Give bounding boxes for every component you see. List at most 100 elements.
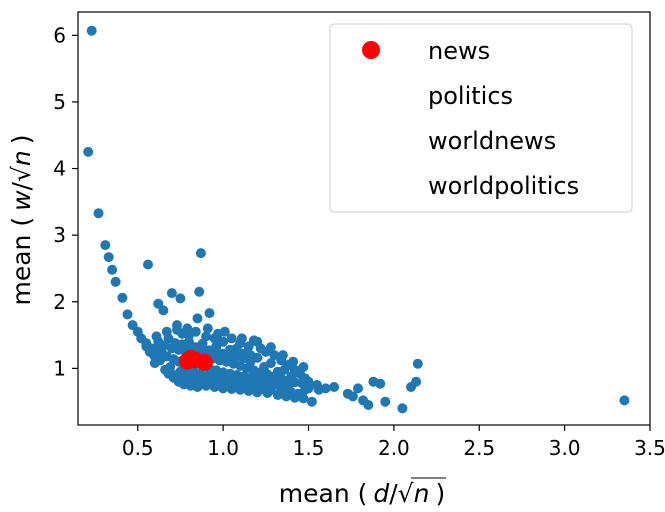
y-tick-label: 5 (53, 90, 66, 114)
data-point (353, 383, 363, 394)
y-tick-label: 1 (53, 356, 66, 380)
x-axis-label-n: n (414, 479, 430, 508)
y-ticks: 1 2 3 4 5 6 (53, 23, 78, 380)
data-point (312, 380, 322, 390)
y-axis-label: mean ( w/√n) (7, 134, 36, 305)
data-point (265, 384, 276, 395)
data-point (303, 376, 314, 387)
x-tick-label: 1.0 (207, 436, 239, 460)
data-point (86, 25, 97, 36)
data-point (248, 383, 259, 394)
data-point (277, 350, 288, 361)
data-point (363, 400, 374, 410)
data-point (83, 146, 94, 157)
data-point (286, 371, 297, 382)
data-point (411, 376, 422, 387)
x-tick-label: 3.0 (549, 436, 581, 460)
data-point (231, 343, 242, 354)
data-point (110, 276, 121, 287)
x-axis-label: mean (d/√n) (279, 479, 445, 508)
y-axis-label-slash: /√ (7, 166, 36, 190)
y-axis-label-var: w (7, 190, 36, 211)
data-point (107, 264, 118, 275)
legend-box (329, 23, 633, 213)
x-tick-label: 1.5 (293, 436, 325, 460)
data-point (257, 384, 268, 394)
data-point (412, 358, 423, 369)
plot-frame (77, 11, 651, 426)
data-point (192, 313, 203, 324)
data-point (298, 362, 309, 372)
data-point (259, 362, 270, 372)
highlight-point (178, 352, 196, 370)
x-axis-label-slash: /√ (389, 479, 413, 508)
data-point (158, 305, 169, 316)
legend-label: news (428, 37, 490, 65)
data-point (236, 333, 247, 344)
data-point (272, 366, 283, 377)
legend: news politics worldnews worldpolitics (329, 23, 633, 213)
data-point (269, 350, 280, 361)
data-point (397, 403, 408, 414)
data-point (279, 379, 290, 390)
data-point (380, 396, 391, 407)
data-point (172, 324, 182, 335)
legend-label: worldnews (428, 127, 556, 155)
x-axis-label-prefix: mean ( (279, 479, 368, 508)
legend-label: politics (428, 82, 513, 110)
data-point (143, 259, 153, 270)
data-point (288, 356, 299, 367)
data-point (202, 323, 213, 334)
data-point (231, 382, 242, 392)
x-tick-label: 2.5 (463, 436, 495, 460)
data-point (300, 384, 311, 395)
data-point (619, 395, 630, 406)
y-tick-label: 3 (53, 223, 66, 247)
x-axis-label-var: d (373, 479, 389, 508)
y-tick-label: 2 (53, 290, 66, 314)
data-point (329, 382, 340, 392)
data-point (100, 240, 111, 251)
data-point (141, 341, 152, 352)
data-point (166, 288, 177, 299)
highlight-point (195, 353, 213, 371)
highlight-points (178, 349, 213, 371)
x-tick-label: 2.0 (378, 436, 410, 460)
data-point (306, 396, 317, 407)
data-point (240, 382, 251, 393)
data-point (347, 391, 358, 402)
y-axis-label-n: n (7, 150, 36, 166)
legend-label: worldpolitics (428, 172, 579, 200)
data-point (182, 323, 193, 334)
data-point (117, 292, 128, 303)
data-point (375, 378, 386, 389)
legend-marker (362, 41, 380, 59)
data-point (320, 383, 331, 394)
y-tick-label: 4 (53, 157, 66, 181)
x-axis-label-suffix: ) (435, 479, 445, 508)
x-ticks: 0.5 1.0 1.5 2.0 2.5 3.0 3.5 (122, 425, 665, 460)
data-point (151, 331, 162, 342)
data-point (226, 333, 237, 344)
data-point (195, 248, 206, 259)
data-point (219, 326, 230, 337)
data-point (209, 333, 220, 344)
y-axis-label-prefix: mean ( (7, 217, 36, 306)
x-tick-label: 3.5 (634, 436, 665, 460)
y-tick-label: 6 (53, 23, 66, 47)
data-point (177, 339, 188, 350)
data-point (204, 308, 215, 319)
data-point (265, 342, 276, 353)
data-point (122, 309, 133, 320)
x-tick-label: 0.5 (122, 436, 154, 460)
data-point (194, 286, 205, 297)
data-point (192, 382, 203, 392)
data-point (93, 208, 104, 219)
y-axis-label-group: mean ( w/√n) (7, 134, 36, 305)
data-point (175, 293, 186, 304)
data-point (252, 336, 263, 347)
data-point (161, 326, 172, 337)
data-point (103, 252, 114, 263)
y-axis-label-suffix: ) (7, 134, 36, 144)
